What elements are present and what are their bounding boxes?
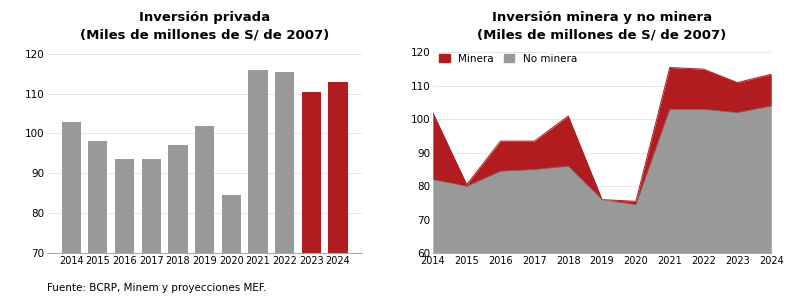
- Bar: [301, 92, 321, 305]
- Bar: [222, 195, 241, 305]
- Text: Fuente: BCRP, Minem y proyecciones MEF.: Fuente: BCRP, Minem y proyecciones MEF.: [47, 283, 267, 293]
- Bar: [249, 70, 268, 305]
- Bar: [88, 142, 108, 305]
- Bar: [195, 126, 214, 305]
- Bar: [115, 160, 134, 305]
- Bar: [275, 72, 294, 305]
- Legend: Minera, No minera: Minera, No minera: [438, 53, 578, 65]
- Bar: [142, 160, 161, 305]
- Bar: [61, 121, 81, 305]
- Title: Inversión minera y no minera
(Miles de millones de S/ de 2007): Inversión minera y no minera (Miles de m…: [478, 11, 726, 42]
- Title: Inversión privada
(Miles de millones de S/ de 2007): Inversión privada (Miles de millones de …: [80, 11, 329, 42]
- Bar: [328, 82, 348, 305]
- Bar: [168, 145, 187, 305]
